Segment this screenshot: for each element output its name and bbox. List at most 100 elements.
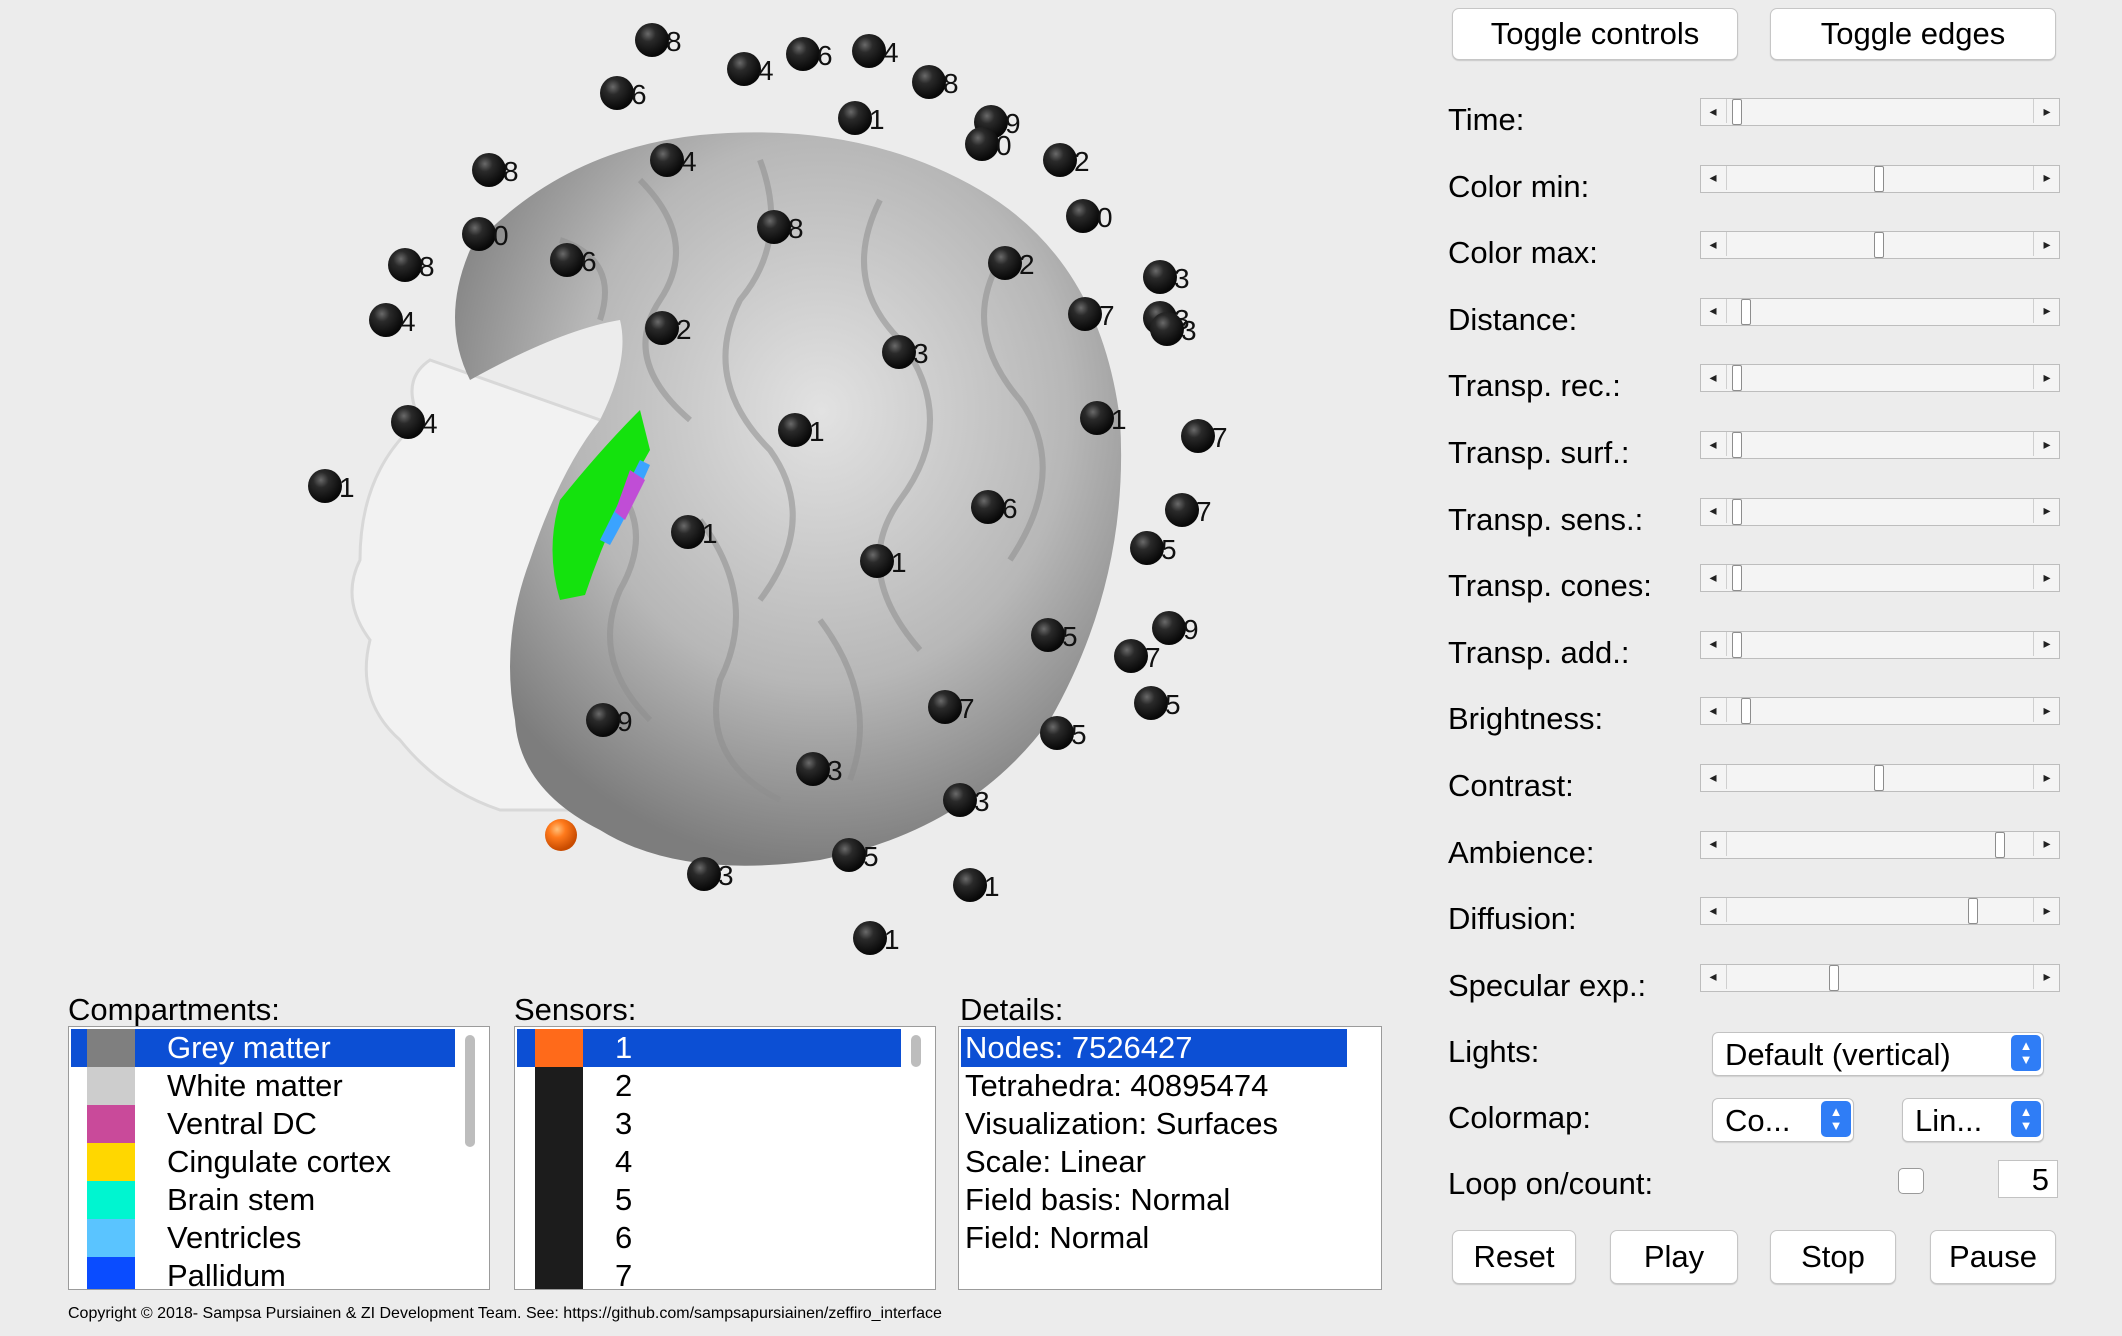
contrast-slider[interactable]: ◂ ▸: [1700, 764, 2060, 792]
arrow-right-icon[interactable]: ▸: [2033, 298, 2060, 323]
distance-slider[interactable]: ◂ ▸: [1700, 297, 2060, 326]
toggle-controls-button[interactable]: Toggle controls: [1452, 8, 1738, 60]
slider-track[interactable]: [1700, 497, 2060, 526]
transp-cones-slider[interactable]: ◂ ▸: [1700, 564, 2060, 593]
slider-thumb[interactable]: [1994, 831, 2005, 858]
compartment-row[interactable]: White matter: [71, 1067, 455, 1105]
ambience-slider[interactable]: ◂ ▸: [1700, 830, 2060, 859]
slider-track[interactable]: [1700, 297, 2060, 326]
scrollbar-knob[interactable]: [911, 1035, 921, 1067]
arrow-left-icon[interactable]: ◂: [1700, 698, 1727, 723]
arrow-right-icon[interactable]: ▸: [2033, 165, 2060, 190]
transp-sens-slider[interactable]: ◂ ▸: [1700, 497, 2060, 526]
arrow-left-icon[interactable]: ◂: [1700, 232, 1727, 257]
sensor-row[interactable]: 1: [517, 1029, 901, 1067]
arrow-right-icon[interactable]: ▸: [2033, 631, 2060, 656]
compartment-row[interactable]: Ventral DC: [71, 1105, 455, 1143]
compartment-row[interactable]: Cingulate cortex: [71, 1143, 455, 1181]
arrow-left-icon[interactable]: ◂: [1700, 298, 1727, 323]
slider-thumb[interactable]: [1967, 898, 1978, 925]
pause-button[interactable]: Pause: [1930, 1230, 2056, 1284]
arrow-right-icon[interactable]: ▸: [2033, 565, 2060, 590]
slider-thumb[interactable]: [1828, 964, 1839, 991]
transp-rec-slider[interactable]: ◂ ▸: [1700, 364, 2060, 393]
sensor-row[interactable]: 5: [517, 1181, 901, 1219]
play-button[interactable]: Play: [1610, 1230, 1738, 1284]
transp-surf-slider[interactable]: ◂ ▸: [1700, 431, 2060, 459]
slider-track[interactable]: [1700, 630, 2060, 659]
sensor-row[interactable]: 3: [517, 1105, 901, 1143]
sensor-row[interactable]: 7: [517, 1257, 901, 1289]
arrow-right-icon[interactable]: ▸: [2033, 765, 2060, 789]
arrow-left-icon[interactable]: ◂: [1700, 964, 1727, 989]
arrow-right-icon[interactable]: ▸: [2033, 432, 2060, 456]
arrow-right-icon[interactable]: ▸: [2033, 964, 2060, 989]
color-max-slider[interactable]: ◂ ▸: [1700, 231, 2060, 260]
sensor-row[interactable]: 6: [517, 1219, 901, 1257]
sensors-scrollbar[interactable]: [909, 1031, 923, 1283]
arrow-left-icon[interactable]: ◂: [1700, 432, 1727, 456]
slider-track[interactable]: [1700, 564, 2060, 593]
arrow-right-icon[interactable]: ▸: [2033, 99, 2060, 123]
time-slider[interactable]: ◂ ▸: [1700, 98, 2060, 126]
colormap-popup[interactable]: Co... ▲ ▼: [1712, 1098, 1854, 1142]
compartments-scrollbar[interactable]: [463, 1031, 477, 1283]
compartment-row[interactable]: Pallidum: [71, 1257, 455, 1289]
slider-thumb[interactable]: [1732, 498, 1743, 525]
loop-count-field[interactable]: 5: [1998, 1160, 2058, 1198]
detail-row[interactable]: Tetrahedra: 40895474: [961, 1067, 1347, 1105]
slider-track[interactable]: [1700, 697, 2060, 726]
reset-button[interactable]: Reset: [1452, 1230, 1576, 1284]
slider-thumb[interactable]: [1732, 631, 1743, 658]
arrow-right-icon[interactable]: ▸: [2033, 898, 2060, 923]
slider-thumb[interactable]: [1732, 99, 1743, 125]
slider-thumb[interactable]: [1741, 698, 1752, 725]
sensor-row[interactable]: 4: [517, 1143, 901, 1181]
slider-thumb[interactable]: [1732, 365, 1743, 392]
stop-button[interactable]: Stop: [1770, 1230, 1896, 1284]
arrow-left-icon[interactable]: ◂: [1700, 631, 1727, 656]
sensor-row[interactable]: 2: [517, 1067, 901, 1105]
details-list[interactable]: Nodes: 7526427 Tetrahedra: 40895474 Visual…: [958, 1026, 1382, 1290]
arrow-right-icon[interactable]: ▸: [2033, 498, 2060, 523]
arrow-right-icon[interactable]: ▸: [2033, 365, 2060, 390]
loop-checkbox[interactable]: [1898, 1168, 1924, 1194]
slider-track[interactable]: [1700, 431, 2060, 459]
arrow-left-icon[interactable]: ◂: [1700, 365, 1727, 390]
arrow-right-icon[interactable]: ▸: [2033, 232, 2060, 257]
arrow-left-icon[interactable]: ◂: [1700, 498, 1727, 523]
detail-row[interactable]: Visualization: Surfaces: [961, 1105, 1347, 1143]
slider-track[interactable]: [1700, 963, 2060, 992]
brightness-slider[interactable]: ◂ ▸: [1700, 697, 2060, 726]
slider-thumb[interactable]: [1732, 565, 1743, 592]
arrow-right-icon[interactable]: ▸: [2033, 831, 2060, 856]
detail-row[interactable]: Field basis: Normal: [961, 1181, 1347, 1219]
detail-row[interactable]: Scale: Linear: [961, 1143, 1347, 1181]
slider-thumb[interactable]: [1874, 232, 1884, 259]
slider-track[interactable]: [1700, 364, 2060, 393]
slider-thumb[interactable]: [1741, 298, 1752, 325]
transp-add-slider[interactable]: ◂ ▸: [1700, 630, 2060, 659]
arrow-left-icon[interactable]: ◂: [1700, 765, 1727, 789]
arrow-left-icon[interactable]: ◂: [1700, 831, 1727, 856]
slider-thumb[interactable]: [1732, 432, 1743, 458]
arrow-left-icon[interactable]: ◂: [1700, 898, 1727, 923]
detail-row[interactable]: Nodes: 7526427: [961, 1029, 1347, 1067]
color-min-slider[interactable]: ◂ ▸: [1700, 164, 2060, 193]
slider-track[interactable]: [1700, 98, 2060, 126]
slider-track[interactable]: [1700, 897, 2060, 926]
specular-exp-slider[interactable]: ◂ ▸: [1700, 963, 2060, 992]
arrow-left-icon[interactable]: ◂: [1700, 565, 1727, 590]
compartment-row[interactable]: Grey matter: [71, 1029, 455, 1067]
compartments-list[interactable]: Grey matter White matter Ventral DC Cingula…: [68, 1026, 490, 1290]
arrow-left-icon[interactable]: ◂: [1700, 99, 1727, 123]
slider-track[interactable]: [1700, 830, 2060, 859]
compartment-row[interactable]: Brain stem: [71, 1181, 455, 1219]
arrow-left-icon[interactable]: ◂: [1700, 165, 1727, 190]
arrow-right-icon[interactable]: ▸: [2033, 698, 2060, 723]
detail-row[interactable]: Field: Normal: [961, 1219, 1347, 1257]
lights-popup[interactable]: Default (vertical) ▲ ▼: [1712, 1032, 2044, 1076]
toggle-edges-button[interactable]: Toggle edges: [1770, 8, 2056, 60]
